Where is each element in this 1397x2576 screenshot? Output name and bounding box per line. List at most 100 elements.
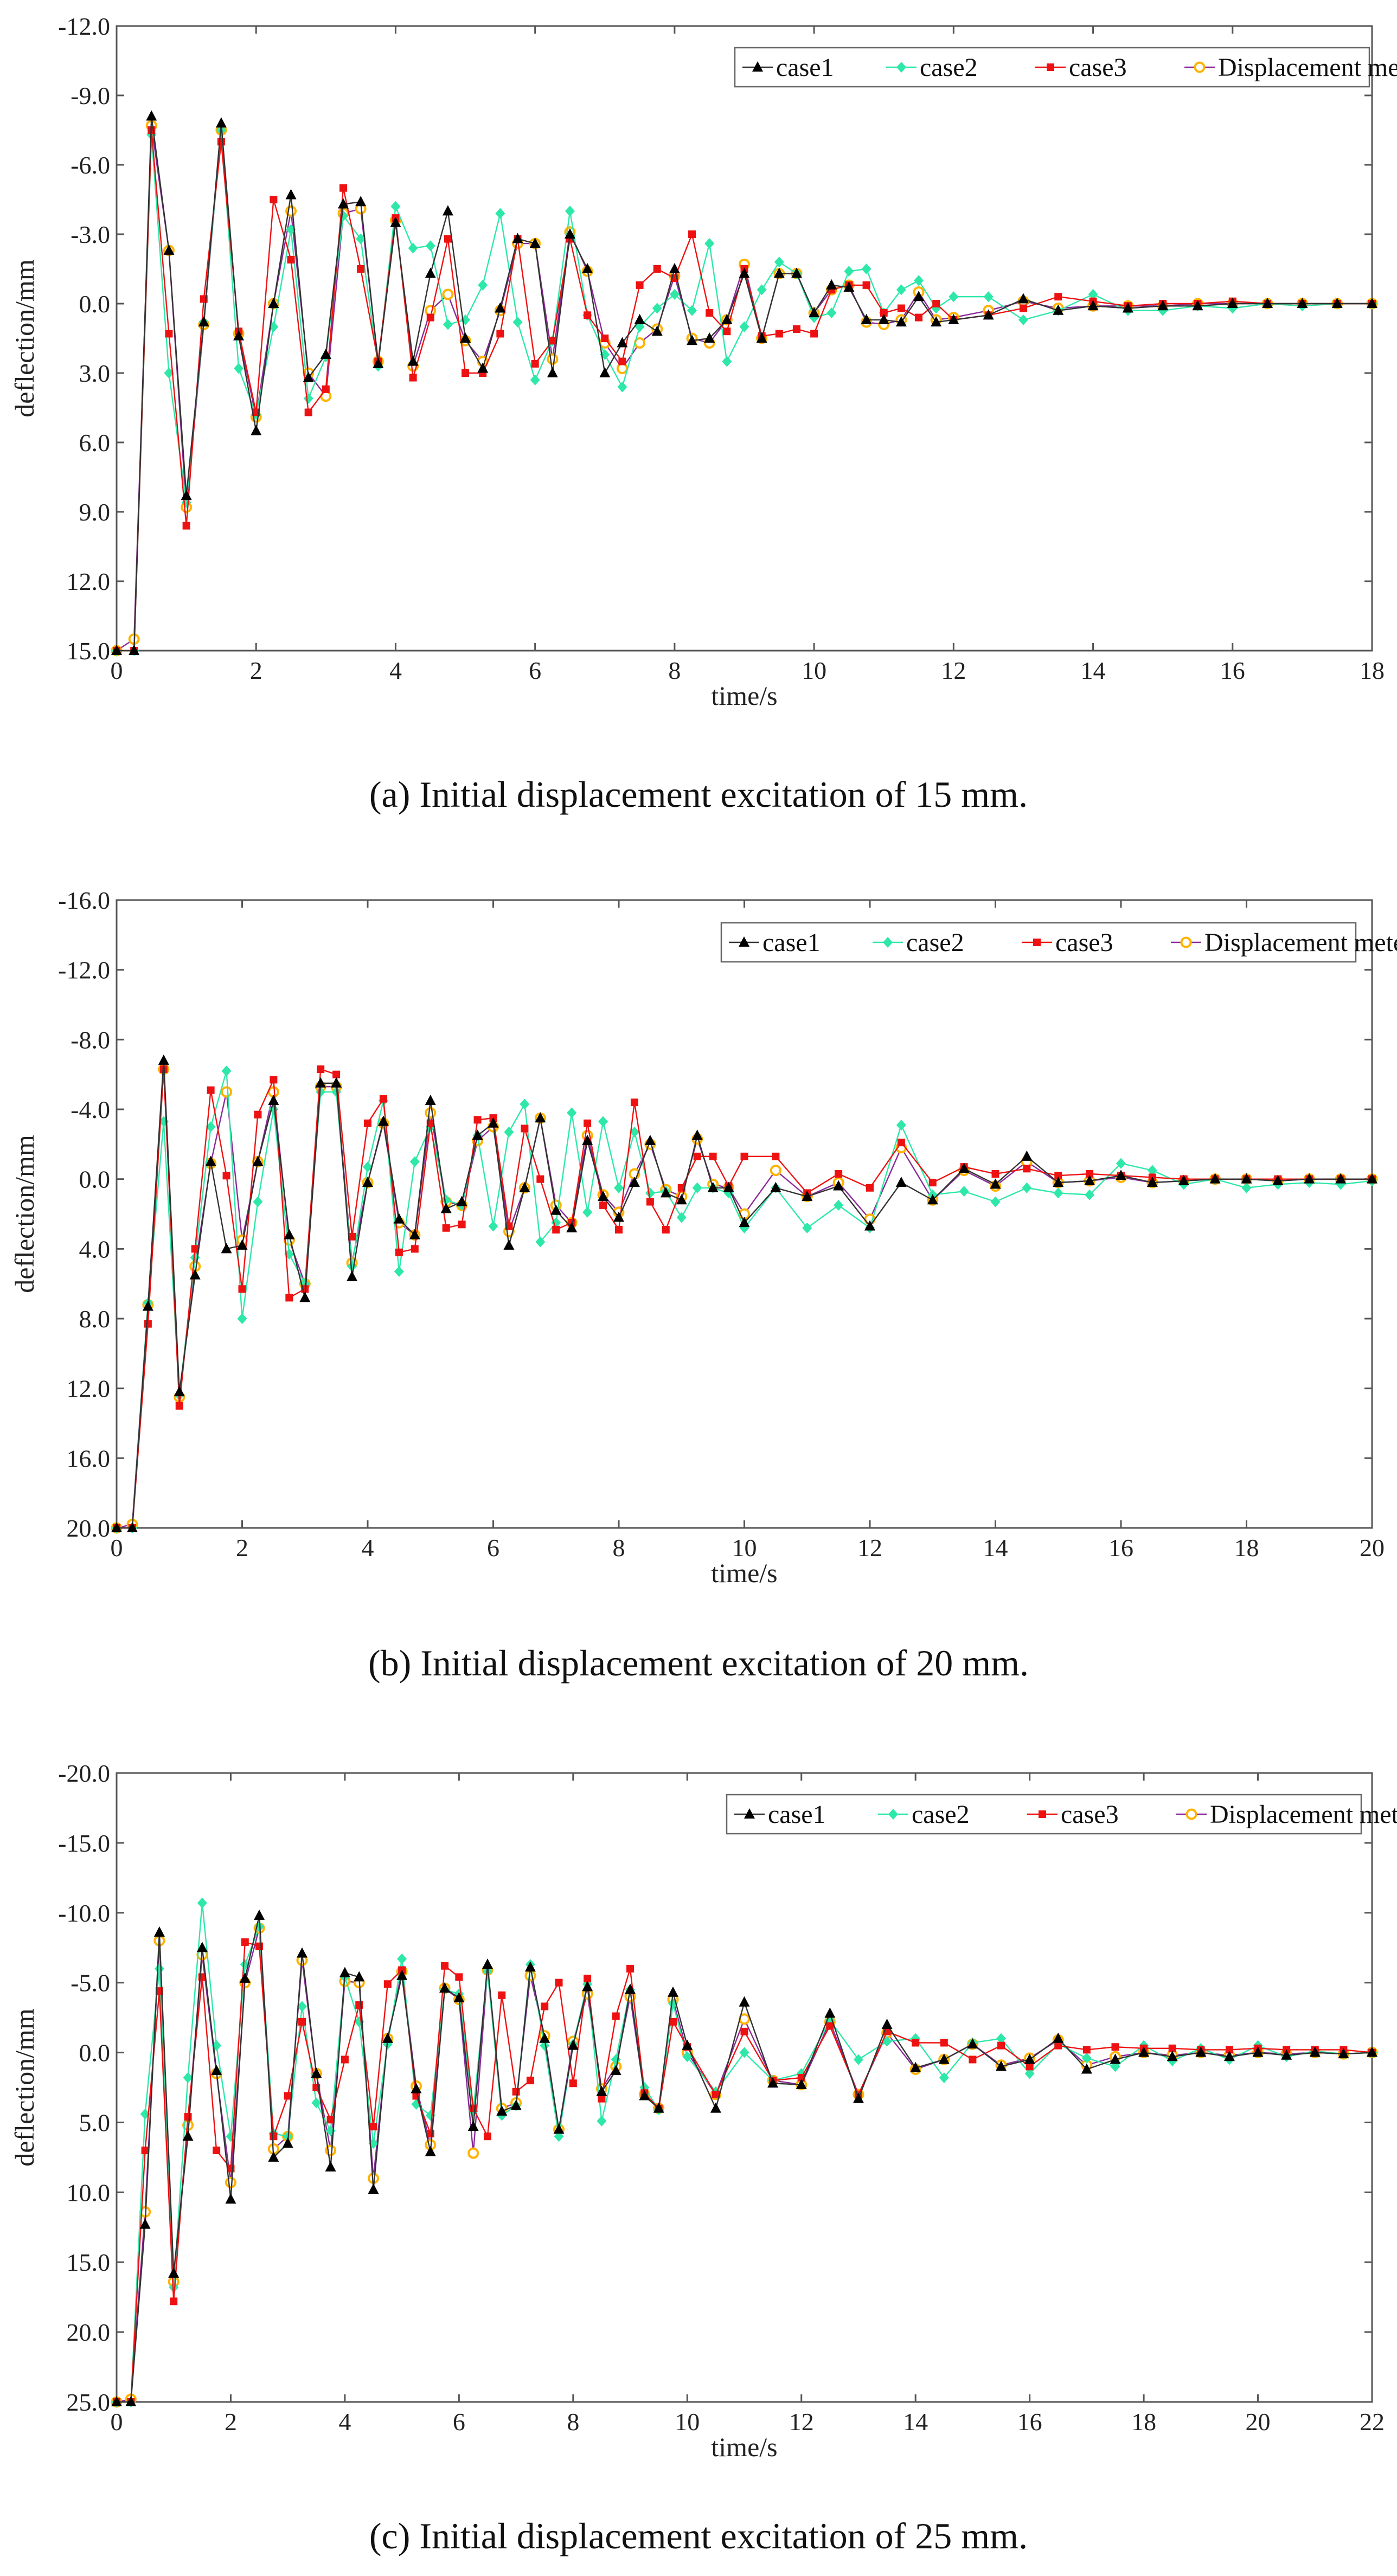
data-point	[938, 2053, 950, 2064]
data-point	[547, 353, 559, 365]
data-point	[931, 316, 942, 327]
legend-label: case3	[1061, 1800, 1119, 1829]
data-point	[425, 2145, 436, 2156]
data-point	[1087, 300, 1099, 311]
data-point	[442, 288, 454, 300]
figure-caption: (a) Initial displacement excitation of 1…	[369, 774, 1028, 815]
data-point	[1138, 2046, 1150, 2057]
y-tick-label: 5.0	[79, 2109, 111, 2136]
legend-label: Displacement meter	[1218, 53, 1397, 82]
data-point	[512, 233, 523, 243]
data-point	[644, 1134, 656, 1145]
x-tick-label: 16	[1220, 657, 1245, 684]
data-point	[927, 1194, 938, 1205]
data-point	[910, 2061, 921, 2072]
data-point	[141, 2147, 149, 2154]
data-point	[284, 2092, 292, 2100]
data-point	[488, 1220, 498, 1232]
data-point	[1167, 2051, 1178, 2061]
data-point	[757, 284, 767, 295]
data-point	[1309, 2046, 1321, 2057]
data-point	[311, 2067, 322, 2078]
data-point	[411, 1245, 419, 1253]
data-point	[897, 1139, 905, 1147]
data-point	[555, 1978, 563, 1987]
data-point	[1367, 298, 1377, 308]
data-point	[1146, 1177, 1158, 1187]
x-tick-label: 6	[529, 657, 541, 684]
x-tick-label: 2	[236, 1534, 248, 1562]
data-point	[442, 205, 453, 216]
data-point	[270, 196, 278, 203]
y-axis-label: deflection/mm	[9, 1135, 40, 1293]
data-point	[326, 2116, 335, 2124]
data-point	[165, 330, 173, 338]
data-point	[704, 332, 715, 343]
data-point	[425, 1094, 436, 1105]
data-point	[168, 2267, 180, 2278]
data-point	[1192, 300, 1203, 311]
data-point	[739, 2047, 749, 2058]
data-point	[442, 1224, 450, 1232]
x-tick-label: 18	[1360, 657, 1385, 684]
x-tick-label: 12	[941, 657, 966, 684]
data-point	[364, 1119, 371, 1127]
data-point	[667, 1986, 678, 1997]
x-tick-label: 4	[389, 657, 402, 684]
legend-marker	[1033, 939, 1041, 946]
data-point	[441, 1962, 449, 1970]
data-point	[773, 267, 785, 278]
data-point	[225, 2193, 236, 2204]
series-case1	[111, 1054, 1377, 1532]
data-point	[610, 2065, 621, 2076]
data-point	[268, 2151, 279, 2162]
data-point	[373, 357, 384, 368]
data-point	[1018, 314, 1028, 325]
data-point	[215, 117, 227, 128]
legend-marker	[752, 61, 763, 72]
x-tick-label: 4	[338, 2408, 351, 2436]
data-point	[189, 1269, 201, 1280]
data-point	[774, 256, 784, 268]
data-point	[896, 284, 906, 295]
data-point	[949, 291, 959, 303]
data-point	[775, 330, 783, 338]
data-point	[770, 1181, 781, 1192]
x-tick-label: 12	[857, 1534, 882, 1562]
data-point	[425, 240, 435, 252]
data-point	[896, 1119, 906, 1130]
data-point	[1019, 304, 1027, 312]
data-point	[1241, 1182, 1252, 1193]
data-point	[311, 2097, 322, 2109]
data-point	[297, 2001, 307, 2012]
data-point	[646, 1198, 654, 1206]
x-tick-label: 0	[111, 657, 123, 684]
data-point	[958, 1162, 970, 1173]
data-point	[304, 408, 312, 416]
y-axis-label: deflection/mm	[9, 2008, 40, 2167]
data-point	[810, 330, 818, 338]
data-point	[897, 304, 905, 312]
data-point	[238, 1285, 246, 1293]
data-point	[826, 307, 837, 319]
data-point	[182, 2130, 194, 2141]
x-axis-label: time/s	[711, 680, 777, 711]
data-point	[796, 2078, 807, 2089]
data-point	[524, 1961, 536, 1972]
data-point	[284, 1229, 295, 1239]
data-point	[456, 1196, 467, 1206]
figure-caption: (c) Initial displacement excitation of 2…	[369, 2515, 1028, 2556]
data-point	[233, 330, 245, 341]
plot-area	[116, 1772, 1373, 2403]
data-point	[142, 1300, 153, 1311]
data-point	[662, 1225, 670, 1234]
data-point	[1331, 298, 1343, 308]
data-point	[467, 2121, 479, 2131]
data-point	[1335, 1173, 1347, 1184]
data-point	[529, 237, 541, 248]
data-point	[770, 1165, 781, 1177]
data-point	[704, 238, 715, 249]
data-point	[1262, 298, 1273, 308]
data-point	[460, 332, 471, 343]
